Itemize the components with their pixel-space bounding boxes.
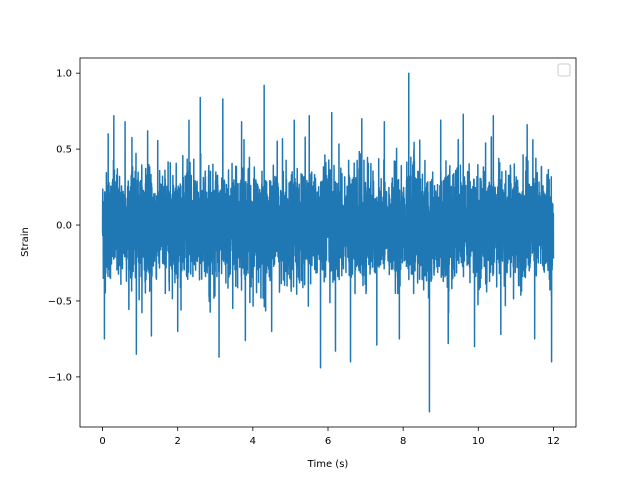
x-tick-label: 6 (325, 436, 331, 447)
x-tick-label: 8 (400, 436, 406, 447)
x-axis-ticks: 0 2 4 6 8 10 12 (99, 427, 560, 447)
strain-series-line (101, 72, 555, 413)
x-tick-label: 4 (250, 436, 256, 447)
x-tick-label: 2 (175, 436, 181, 447)
y-axis-label: Strain (20, 227, 31, 257)
x-tick-label: 10 (472, 436, 485, 447)
x-axis-label: Time (s) (307, 459, 349, 470)
legend-box (557, 63, 571, 77)
y-tick-label: 0.0 (56, 221, 72, 232)
y-tick-label: −0.5 (48, 296, 72, 307)
x-tick-label: 0 (99, 436, 105, 447)
x-tick-label: 12 (547, 436, 560, 447)
y-tick-label: 1.0 (56, 69, 72, 80)
y-tick-label: −1.0 (48, 372, 72, 383)
y-tick-label: 0.5 (56, 145, 72, 156)
legend (557, 63, 571, 77)
y-axis-ticks: −1.0 −0.5 0.0 0.5 1.0 (48, 69, 80, 383)
plot-area (79, 57, 577, 428)
